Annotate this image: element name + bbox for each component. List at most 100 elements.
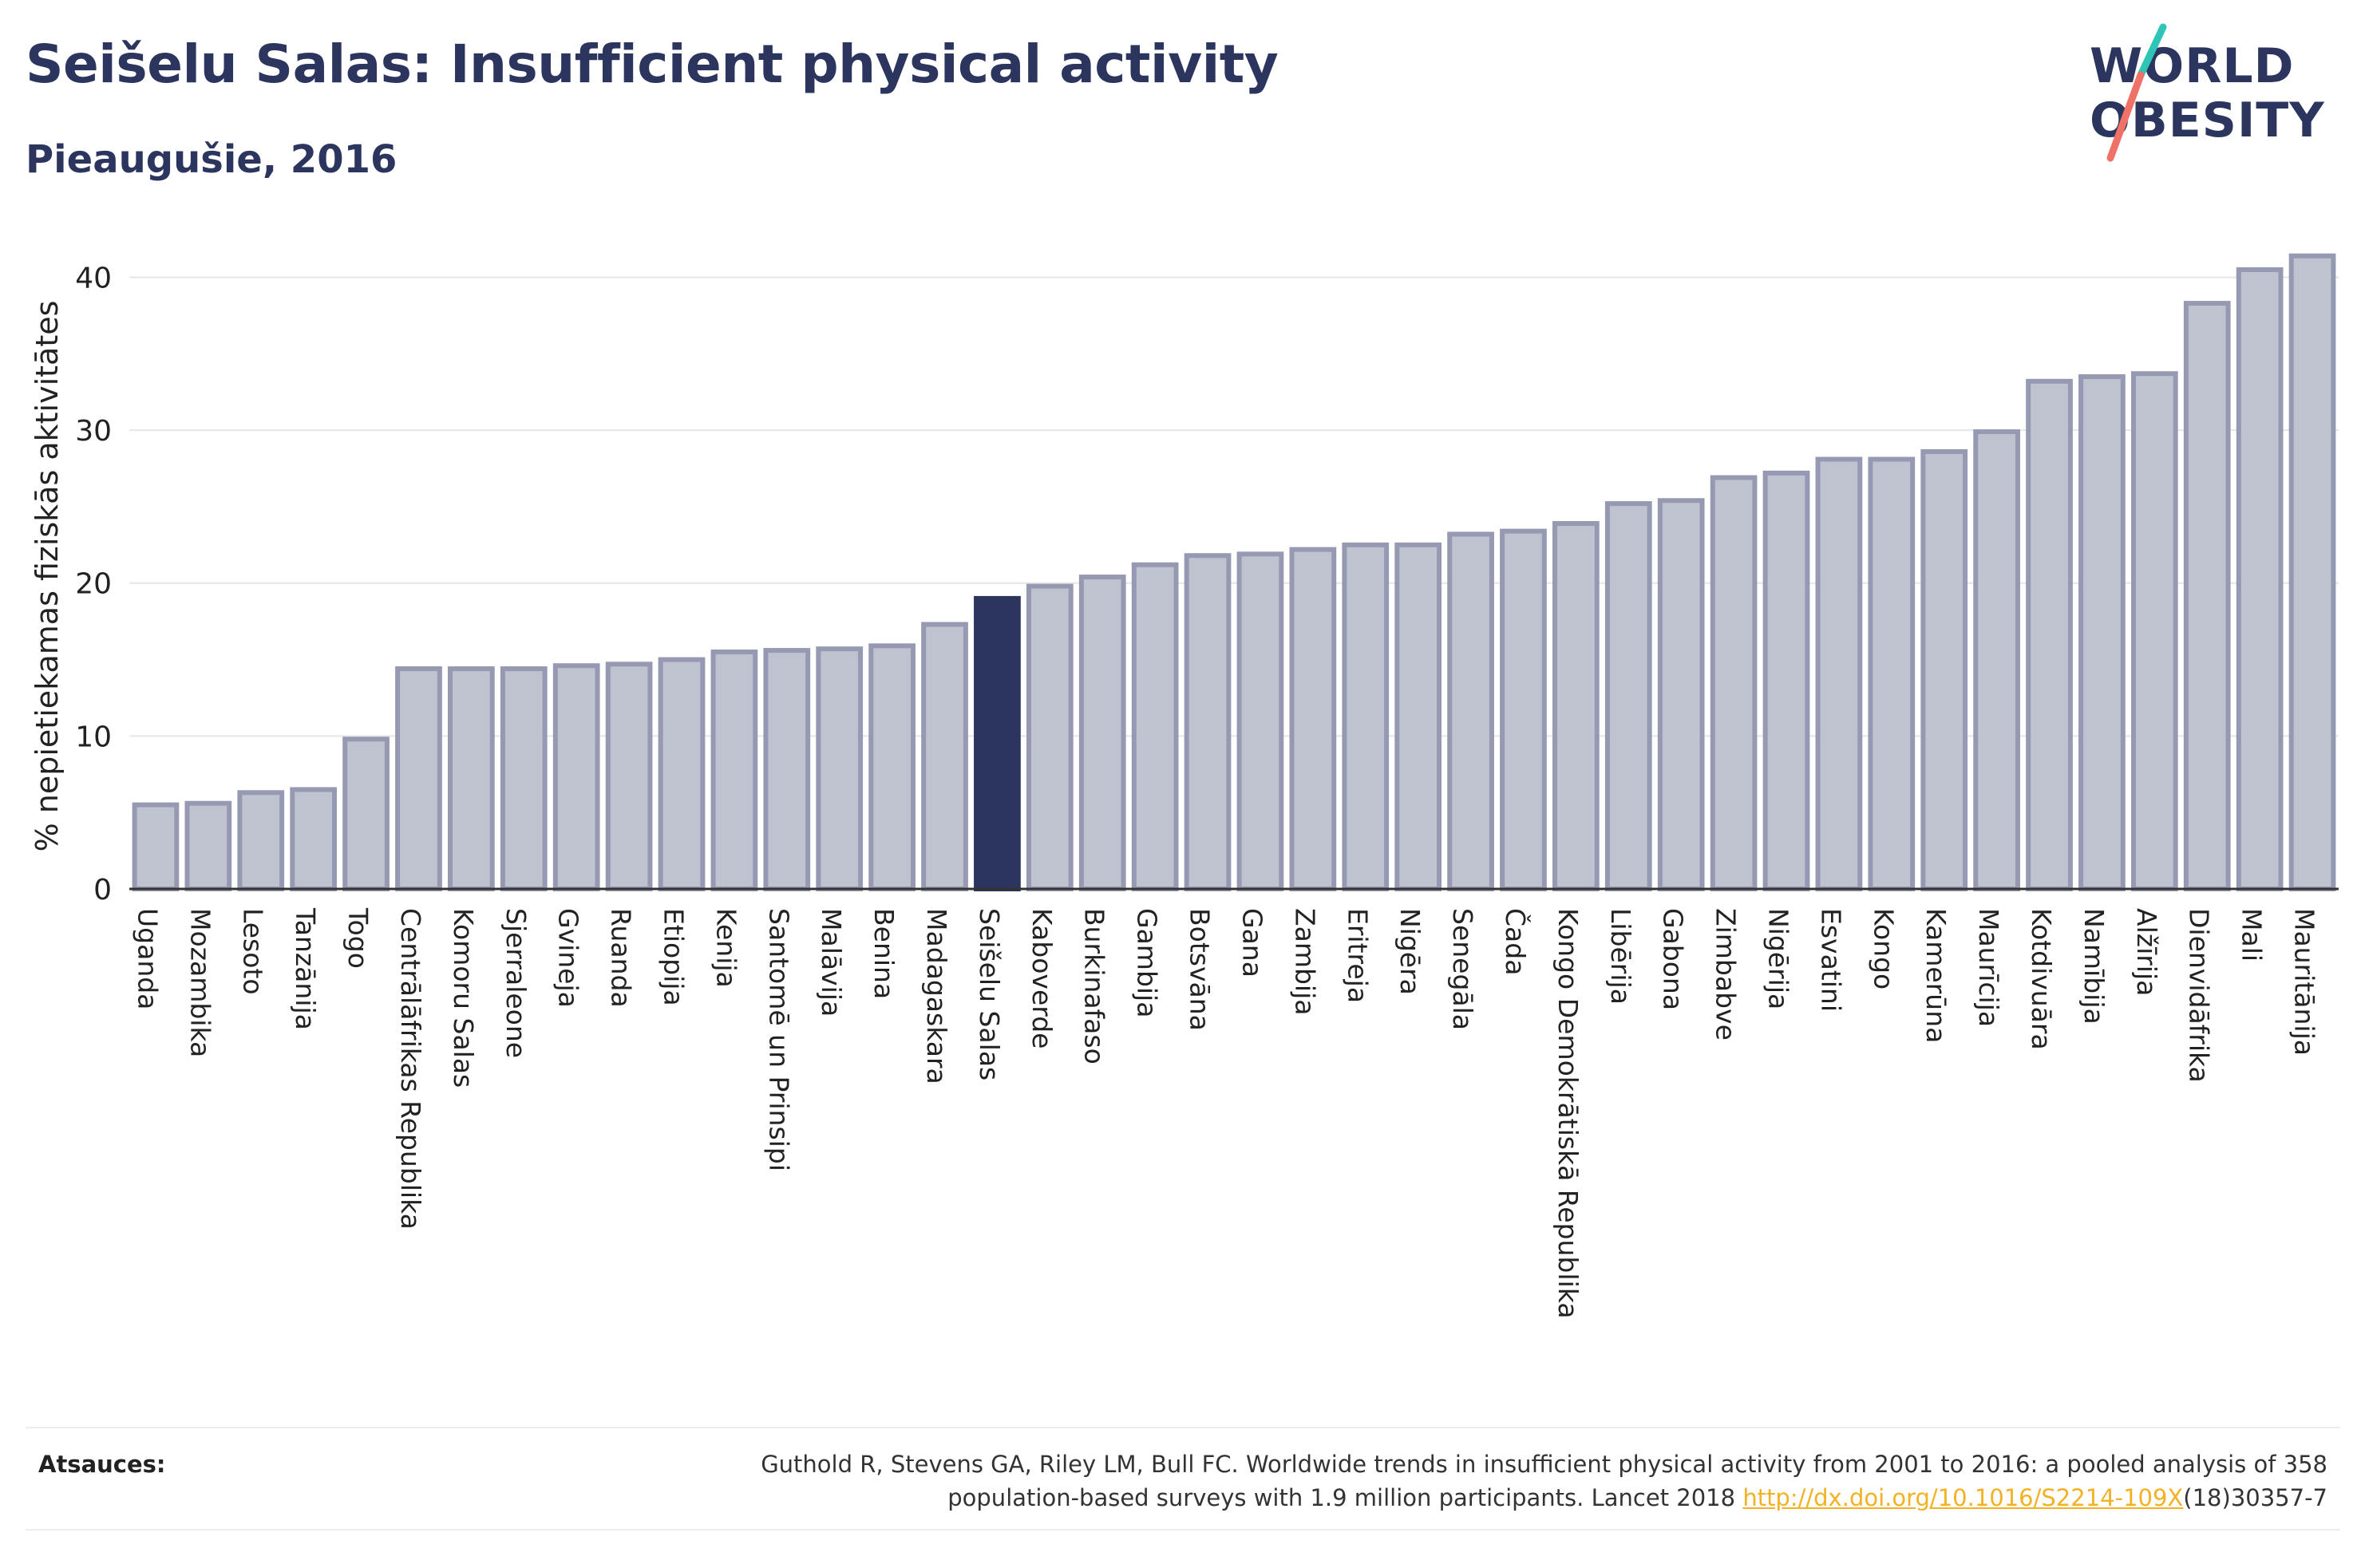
bars [132, 253, 2336, 892]
y-axis-label: % nepietiekamas fiziskās aktivitātes [30, 301, 65, 852]
bar [1289, 547, 1337, 891]
bar [1920, 448, 1968, 891]
world-obesity-logo: WORLD OBESITY [2075, 22, 2347, 166]
source-citation-line1: Guthold R, Stevens GA, Riley LM, Bull FC… [761, 1451, 2327, 1478]
bar [2288, 253, 2336, 891]
x-tick-label: Lesoto [237, 908, 268, 995]
bar [500, 666, 548, 891]
y-tick-label: 40 [75, 262, 112, 294]
bar [2236, 267, 2284, 891]
bar [1604, 501, 1652, 891]
bar [605, 662, 653, 892]
source-citation: Guthold R, Stevens GA, Riley LM, Bull FC… [428, 1448, 2327, 1515]
bar [1184, 553, 1232, 891]
logo-slash-icon [2106, 23, 2167, 162]
bar-highlighted [974, 595, 1021, 891]
bar [1131, 562, 1179, 891]
bar [1394, 542, 1442, 891]
x-tick-label: Kotdivuāra [2026, 908, 2057, 1050]
bar [184, 800, 232, 891]
x-tick-label: Sjerraleone [500, 908, 532, 1058]
x-tick-label: Eritreja [1342, 908, 1373, 1003]
x-tick-label: Seišelu Salas [974, 908, 1005, 1080]
y-tick-label: 20 [75, 568, 112, 601]
bar [1762, 470, 1810, 891]
x-tick-label: Burkinafaso [1079, 908, 1110, 1064]
bar-chart: 0 10 20 30 40 Uganda Mozambika Lesoto Tanzānija… [30, 253, 2339, 1318]
x-tick-label: Gambija [1132, 908, 1163, 1017]
logo-word-world: WORLD [2090, 38, 2295, 94]
x-tick-label: Ruanda [606, 908, 637, 1008]
x-tick-label: Santomē un Prinsipi [763, 908, 794, 1171]
bar [1078, 575, 1126, 891]
bar [1868, 456, 1916, 891]
source-section: Atsauces: Guthold R, Stevens GA, Riley L… [26, 1427, 2340, 1530]
bar [290, 787, 338, 891]
bar [2026, 378, 2073, 891]
chart-title: Seišelu Salas: Insufficient physical act… [26, 34, 1279, 95]
bar [1657, 498, 1705, 892]
bar [658, 657, 706, 892]
bar [448, 666, 495, 891]
x-tick-label: Nigērija [1763, 908, 1794, 1009]
x-tick-label: Zimbabve [1710, 908, 1742, 1041]
x-tick-label: Kongo [1868, 908, 1899, 989]
x-tick-label: Libērija [1605, 908, 1636, 1005]
x-tick-label: Gana [1236, 908, 1268, 978]
gridlines [129, 276, 2339, 737]
y-tick-label: 10 [75, 721, 112, 753]
x-tick-label: Esvatini [1815, 908, 1846, 1012]
y-axis-ticks: 0 10 20 30 40 [75, 262, 112, 906]
x-tick-label: Čada [1500, 908, 1532, 975]
x-tick-label: Zambija [1289, 908, 1320, 1015]
bar [816, 646, 864, 891]
bar [2183, 301, 2231, 891]
chart-subtitle: Pieaugušie, 2016 [26, 137, 397, 182]
bar [1447, 531, 1494, 892]
bar [2130, 371, 2178, 892]
x-tick-label: Benina [868, 908, 900, 999]
x-tick-label: Senegāla [1447, 908, 1478, 1030]
bar [763, 648, 811, 892]
x-tick-label: Kaboverde [1026, 908, 1058, 1049]
x-tick-label: Kenija [710, 908, 742, 988]
x-tick-label: Kamerūna [1920, 908, 1952, 1043]
x-tick-label: Madagaskara [921, 908, 952, 1084]
x-tick-label: Nigēra [1394, 908, 1426, 995]
bar [342, 737, 390, 891]
x-tick-label: Alžīrija [2131, 908, 2162, 996]
x-tick-label: Malāvija [816, 908, 847, 1017]
x-tick-label: Mozambika [184, 908, 216, 1057]
bar [710, 649, 758, 891]
bar [1342, 542, 1390, 891]
bar [1973, 429, 2020, 891]
x-tick-label: Togo [342, 907, 374, 969]
x-axis-labels: Uganda Mozambika Lesoto Tanzānija Togo Centrā… [132, 907, 2319, 1318]
bar [132, 802, 180, 892]
y-tick-label: 0 [93, 874, 112, 906]
bar [1236, 551, 1284, 892]
source-citation-suffix: (18)30357-7 [2183, 1484, 2327, 1511]
x-tick-label: Maurīcija [1973, 908, 2004, 1027]
bar [552, 663, 600, 891]
x-tick-label: Dienvidāfrika [2184, 908, 2215, 1083]
x-tick-label: Tanzānija [290, 907, 321, 1030]
bar [868, 643, 916, 892]
bar [1026, 583, 1074, 891]
x-tick-label: Gvineja [553, 908, 584, 1008]
y-tick-label: 30 [75, 415, 112, 448]
x-tick-label: Kongo Demokrātiskā Republika [1552, 908, 1584, 1318]
x-tick-label: Centrālāfrikas Republika [395, 908, 426, 1230]
source-label: Atsauces: [38, 1451, 166, 1478]
x-tick-label: Mali [2236, 908, 2268, 962]
x-tick-label: Komoru Salas [448, 908, 479, 1088]
bar [1815, 456, 1863, 891]
x-tick-label: Uganda [132, 908, 163, 1009]
bar [921, 622, 968, 891]
x-tick-label: Botsvāna [1184, 908, 1216, 1031]
x-tick-label: Namībija [2078, 908, 2110, 1025]
x-tick-label: Mauritānija [2289, 908, 2320, 1056]
source-citation-line2: population-based surveys with 1.9 millio… [947, 1484, 1743, 1511]
source-doi-link[interactable]: http://dx.doi.org/10.1016/S2214-109X [1742, 1484, 2184, 1511]
bar [1552, 521, 1600, 891]
